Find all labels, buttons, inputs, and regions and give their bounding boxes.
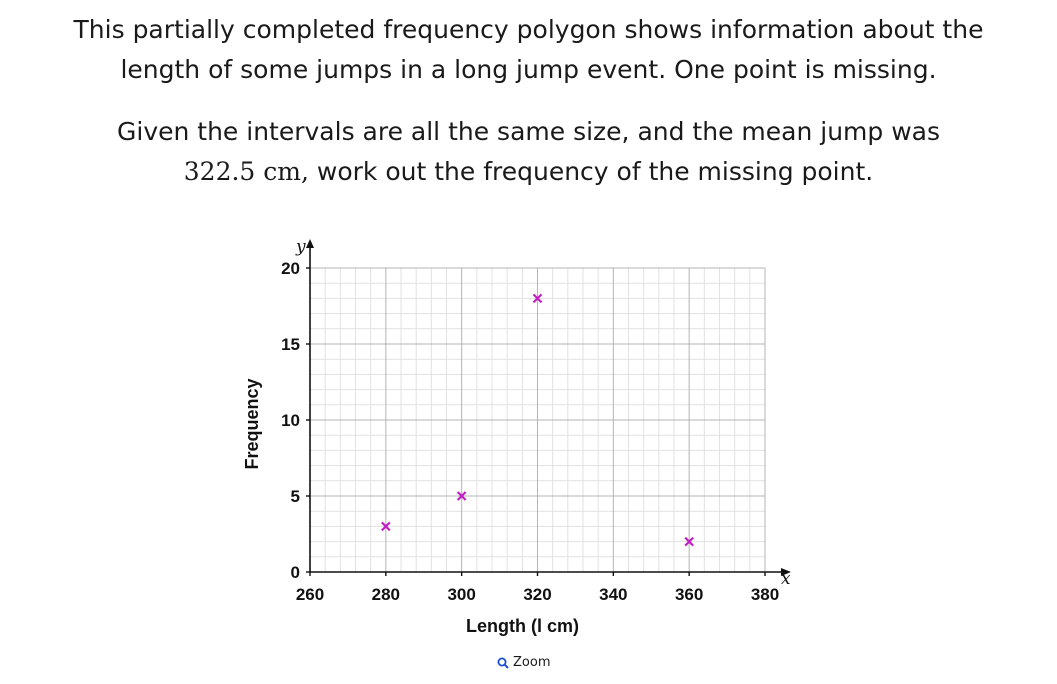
x-tick-label: 300 [447, 585, 475, 604]
x-axis-label: Length (l cm) [466, 616, 579, 636]
question-line-2: length of some jumps in a long jump even… [120, 55, 937, 84]
question-line-4: work out the frequency of the missing po… [308, 157, 874, 186]
zoom-button[interactable]: Zoom [497, 655, 550, 670]
y-tick-label: 15 [281, 335, 300, 354]
x-tick-label: 280 [372, 585, 400, 604]
x-tick-label: 320 [523, 585, 551, 604]
data-point-marker [532, 293, 543, 304]
y-axis-label: Frequency [242, 378, 262, 469]
question-line-1: This partially completed frequency polyg… [73, 15, 984, 44]
x-tick-label: 380 [751, 585, 779, 604]
data-point-marker [381, 521, 391, 532]
question-paragraph-2: Given the intervals are all the same siz… [0, 112, 1057, 192]
y-axis-arrow [306, 239, 314, 248]
y-tick-label: 0 [291, 563, 300, 582]
question-line-3: Given the intervals are all the same siz… [117, 117, 940, 146]
x-axis-symbol: x [781, 569, 791, 589]
x-tick-label: 360 [675, 585, 703, 604]
x-axis-arrow [781, 568, 791, 576]
mean-value: 322.5 cm, [183, 157, 309, 186]
data-point-marker [456, 491, 467, 501]
y-tick-label: 5 [291, 487, 300, 506]
y-tick-label: 10 [281, 411, 300, 430]
x-tick-label: 260 [296, 585, 324, 604]
question-text: This partially completed frequency polyg… [0, 10, 1057, 192]
x-tick-label: 340 [599, 585, 627, 604]
question-paragraph-1: This partially completed frequency polyg… [0, 10, 1057, 90]
zoom-label: Zoom [513, 655, 551, 670]
y-axis-symbol: y [295, 237, 306, 257]
y-tick-label: 20 [281, 259, 300, 278]
data-point-marker [684, 536, 694, 547]
magnifier-icon [497, 657, 509, 669]
